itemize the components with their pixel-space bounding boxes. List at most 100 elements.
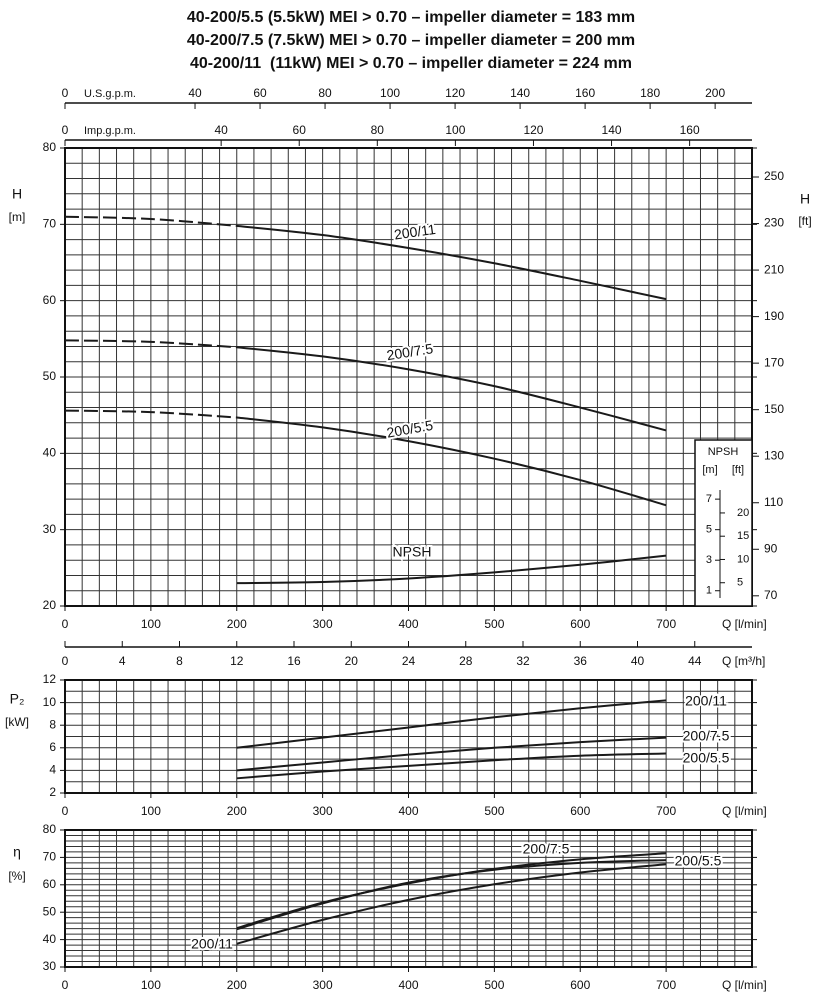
bottom-axis-tick-label: 32 xyxy=(516,654,530,668)
npsh-tick-label: 5 xyxy=(706,524,712,536)
top-axis-tick-label: 180 xyxy=(640,86,660,100)
curve-label: 200/7.5 xyxy=(523,841,570,857)
x-tick-label: 400 xyxy=(398,978,418,992)
curve xyxy=(64,409,237,419)
y2-tick-label: 150 xyxy=(764,402,784,416)
top-axis-tick-label: 140 xyxy=(602,123,622,137)
y-tick-label: 50 xyxy=(43,904,57,918)
top-axis-tick-label: 100 xyxy=(445,123,465,137)
bottom-axis-tick-label: 4 xyxy=(119,654,126,668)
x-tick-label: 500 xyxy=(484,617,504,631)
y-tick-label: 70 xyxy=(43,850,57,864)
y2-tick-label: 210 xyxy=(764,262,784,276)
y2-tick-label: 130 xyxy=(764,448,784,462)
y2-tick-label: 250 xyxy=(764,169,784,183)
top-axis-tick-label: 60 xyxy=(293,123,307,137)
bottom-axis-tick-label: 8 xyxy=(176,654,183,668)
x-tick-label: 0 xyxy=(62,617,69,631)
top-axis-tick-label: 140 xyxy=(510,86,530,100)
npsh-unit: [m] xyxy=(702,464,717,476)
x-tick-label: 200 xyxy=(227,617,247,631)
npsh-title: NPSH xyxy=(708,446,739,458)
npsh-tick-label: 7 xyxy=(706,493,712,505)
y-tick-label: 60 xyxy=(43,293,57,307)
top-axis-tick-label: 120 xyxy=(445,86,465,100)
x-tick-label: 300 xyxy=(313,617,333,631)
y-axis-unit: [kW] xyxy=(5,715,29,729)
y-tick-label: 6 xyxy=(49,740,56,754)
bottom-axis-tick-label: 40 xyxy=(631,654,645,668)
x-tick-label: 700 xyxy=(656,804,676,818)
x-tick-label: 500 xyxy=(484,804,504,818)
y-axis-label: P₂ xyxy=(10,691,25,707)
y-tick-label: 10 xyxy=(43,695,57,709)
y-tick-label: 30 xyxy=(43,522,57,536)
top-axis-tick-label: 200 xyxy=(705,86,725,100)
top-axis-tick-label: 100 xyxy=(380,86,400,100)
top-axis-tick-label: 80 xyxy=(318,86,332,100)
curve xyxy=(64,339,237,349)
y-tick-label: 80 xyxy=(43,140,57,154)
bottom-axis-tick-label: 20 xyxy=(345,654,359,668)
top-axis-tick-label: 160 xyxy=(680,123,700,137)
curve xyxy=(64,215,237,227)
x-axis-label: Q [l/min] xyxy=(722,804,767,818)
curve xyxy=(236,863,667,945)
curve xyxy=(236,346,667,432)
curve-label: 200/7.5 xyxy=(683,728,730,744)
title-line: 40-200/11 (11kW) MEI > 0.70 – impeller d… xyxy=(190,55,632,72)
bottom-axis-tick-label: 44 xyxy=(688,654,702,668)
curve xyxy=(236,752,667,780)
y2-tick-label: 110 xyxy=(764,495,783,509)
x-tick-label: 100 xyxy=(141,617,161,631)
y-tick-label: 40 xyxy=(43,446,57,460)
npsh-ft-tick-label: 20 xyxy=(737,507,749,519)
x-tick-label: 400 xyxy=(398,804,418,818)
y-tick-label: 70 xyxy=(43,217,57,231)
y2-tick-label: 170 xyxy=(764,355,784,369)
y2-tick-label: 230 xyxy=(764,216,784,230)
x-tick-label: 500 xyxy=(484,978,504,992)
top-axis-label: Imp.g.p.m. xyxy=(84,125,136,137)
title-line: 40-200/7.5 (7.5kW) MEI > 0.70 – impeller… xyxy=(187,32,635,49)
x-axis-label: Q [l/min] xyxy=(722,617,767,631)
x-tick-label: 700 xyxy=(656,617,676,631)
x-tick-label: 400 xyxy=(398,617,418,631)
x-tick-label: 0 xyxy=(62,804,69,818)
y-axis-unit: [%] xyxy=(8,869,25,883)
curve-label: 200/11 xyxy=(685,693,727,709)
y-axis-unit: [m] xyxy=(9,210,26,224)
y-tick-label: 2 xyxy=(49,785,56,799)
npsh-tick-label: 3 xyxy=(706,554,712,566)
x-tick-label: 700 xyxy=(656,978,676,992)
x-tick-label: 300 xyxy=(313,978,333,992)
x-tick-label: 100 xyxy=(141,978,161,992)
x-axis-label: Q [l/min] xyxy=(722,978,767,992)
x-tick-label: 100 xyxy=(141,804,161,818)
top-axis-tick-label: 40 xyxy=(188,86,202,100)
npsh-ft-tick-label: 10 xyxy=(737,553,749,565)
npsh-ft-tick-label: 5 xyxy=(737,577,743,589)
curve xyxy=(236,224,667,301)
curve xyxy=(236,416,667,507)
bottom-axis-tick-label: 24 xyxy=(402,654,416,668)
y-tick-label: 30 xyxy=(43,959,57,973)
npsh-box xyxy=(694,439,753,607)
top-axis-tick-label: 160 xyxy=(575,86,595,100)
top-axis-tick-label: 60 xyxy=(253,86,267,100)
top-axis-label: U.S.g.p.m. xyxy=(84,88,136,100)
curve-label: 200/11 xyxy=(191,936,233,952)
bottom-axis-label: Q [m³/h] xyxy=(722,654,765,668)
curve xyxy=(236,554,667,585)
bottom-axis-tick-label: 28 xyxy=(459,654,473,668)
npsh-unit: [ft] xyxy=(732,464,744,476)
bottom-axis-tick-label: 12 xyxy=(230,654,244,668)
bottom-axis-tick-label: 16 xyxy=(287,654,301,668)
curve xyxy=(236,736,667,772)
y-tick-label: 8 xyxy=(49,717,56,731)
y-tick-label: 4 xyxy=(49,763,56,777)
y2-axis-label: H xyxy=(800,191,810,207)
curve xyxy=(236,859,667,931)
y2-tick-label: 90 xyxy=(764,541,778,555)
y-axis-label: η xyxy=(13,844,21,860)
